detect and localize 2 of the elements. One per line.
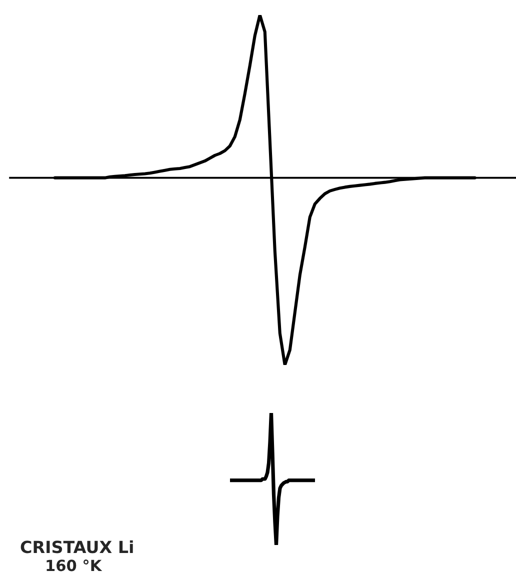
text: 160 °K <box>46 560 102 572</box>
text: CRISTAUX Li <box>20 540 133 554</box>
